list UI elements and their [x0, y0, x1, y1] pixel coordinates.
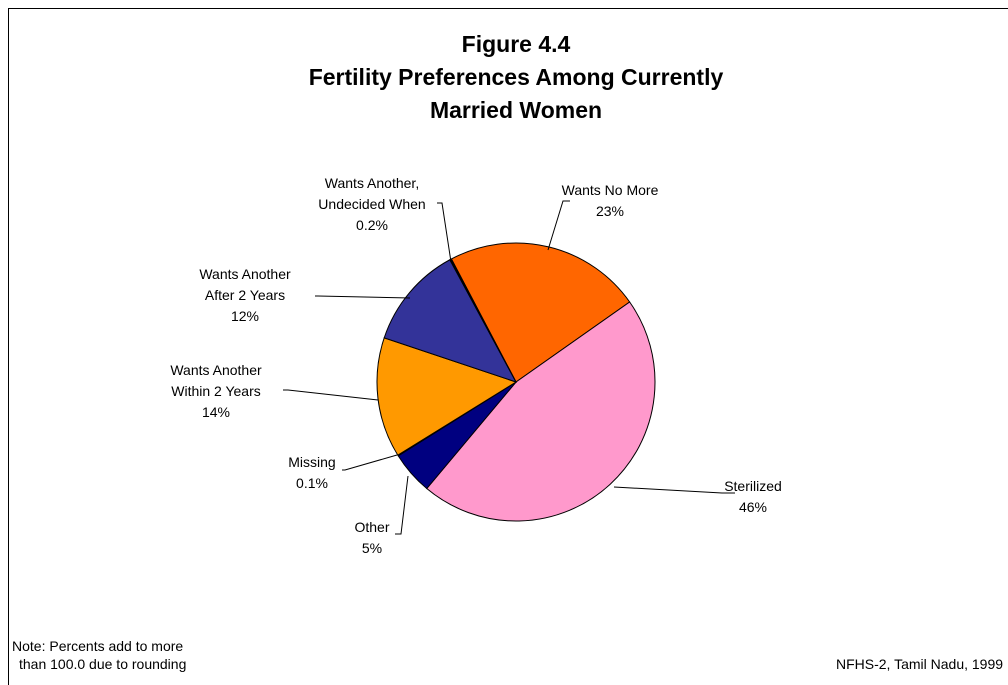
chart-title: Figure 4.4 [462, 31, 571, 57]
leader-line [342, 454, 398, 471]
note: than 100.0 due to rounding [19, 656, 186, 672]
pie-slice [376, 337, 518, 456]
value-label: 23% [596, 203, 624, 219]
leader-line [283, 389, 379, 401]
chart-title: Married Women [430, 97, 602, 123]
slice-label: Wants No More [562, 182, 659, 198]
leader-line [547, 200, 570, 251]
leader-line [395, 475, 409, 535]
value-label: 46% [739, 499, 767, 515]
leader-line [437, 202, 452, 263]
slice-label: Wants Another Within 2 Years [170, 362, 262, 399]
source: NFHS-2, Tamil Nadu, 1999 [836, 656, 1003, 672]
chart-title: Fertility Preferences Among Currently [309, 64, 724, 90]
note: Note: Percents add to more [12, 638, 183, 654]
slice-label: Other [354, 519, 389, 535]
slice-label: Wants Another, Undecided When [318, 175, 425, 212]
value-label: 0.1% [296, 475, 328, 491]
value-label: 0.2% [356, 217, 388, 233]
slice-label: Missing [288, 454, 335, 470]
leader-line [613, 486, 735, 494]
leader-line [315, 295, 411, 299]
slice-label: Wants Another After 2 Years [199, 266, 291, 303]
pie-slice [426, 301, 656, 522]
value-label: 14% [202, 404, 230, 420]
value-label: 12% [231, 308, 259, 324]
pie-slice [383, 259, 518, 383]
value-label: 5% [362, 540, 382, 556]
slice-label: Sterilized [724, 478, 782, 494]
